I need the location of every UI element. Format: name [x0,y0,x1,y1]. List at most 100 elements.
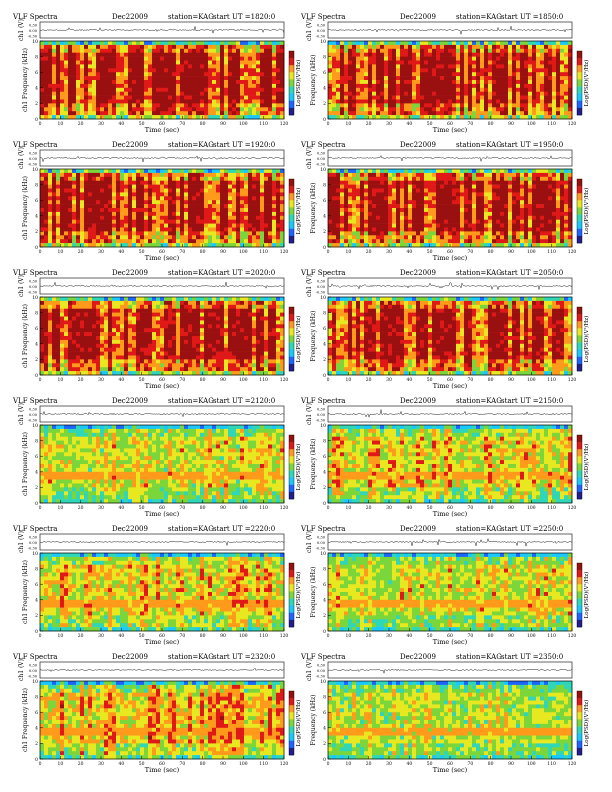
spectrogram-cell [40,211,45,217]
spectrogram-cell [536,239,541,244]
spectrogram-cell [492,243,497,248]
spectrogram-cell [528,176,533,181]
spectrogram-cell [68,184,73,189]
spectrogram-cell [508,231,513,236]
spectrogram-cell [388,231,393,236]
spectrogram-cell [172,215,177,220]
spectrogram-cell [416,95,421,100]
spectrogram-cell [136,111,141,116]
spectrogram-cell [396,76,401,81]
spectrogram-cell [48,76,53,81]
spectrogram-cell [48,64,53,69]
spectrogram-cell [184,176,189,181]
spectrogram-cell [412,227,417,232]
spectrogram-cell [132,169,137,174]
spectrogram-cell [52,111,57,116]
spectrogram-cell [272,223,277,228]
spectrogram-cell [84,192,89,197]
spectrogram-cell [508,41,513,46]
spectrogram-cell [412,107,417,112]
colorbar-label: Log(PSD)(V²/Hz) [583,60,590,107]
spectrogram-cell [56,95,61,100]
amplitude-trace-frame [39,149,285,167]
spectrogram-cell [208,188,213,193]
spectrogram-cell [424,215,429,220]
spectrogram-cell [56,188,61,193]
spectrogram-cell [276,44,281,50]
spectrogram-cell [528,95,533,100]
spectrogram-cell [416,115,421,120]
spectrogram-cell [100,91,105,96]
spectrogram-cell [400,68,405,73]
spectrogram-cell [92,184,97,189]
spectrogram-cell [244,196,249,201]
spectrogram-cell [548,72,553,77]
spectrogram-cell [484,103,489,108]
spectrogram-cell [228,115,233,120]
spectrogram-cell [464,87,469,92]
spectrogram-cell [40,208,45,213]
spectrogram-cell [420,111,425,116]
spectrogram-cell [148,41,153,46]
spectrogram-cell [436,48,441,53]
spectrogram-cell [272,169,277,174]
spectrogram-cell [552,68,557,73]
spectrogram-cell [396,219,401,224]
spectrogram-cell [116,80,121,85]
spectrogram-cell [336,176,341,181]
spectrogram-cell [352,239,357,244]
spectrogram-cell [464,188,469,193]
spectrogram-cell [388,192,393,197]
spectrogram-cell [212,41,217,46]
spectrogram-cell [280,56,285,61]
spectrogram-cell [84,64,89,69]
spectrogram-cell [248,83,253,89]
spectrogram-cell [548,208,553,213]
spectrogram-cell [96,235,101,240]
colorbar-segment [289,221,294,230]
spectrogram-cell [532,200,537,205]
spectrogram-cell [92,243,97,248]
spectrogram-cell [216,60,221,65]
spectrogram-cell [404,72,409,77]
spectrogram-cell [416,76,421,81]
spectrogram-cell [492,227,497,232]
spectrogram-cell [272,48,277,53]
spectrogram-cell [52,41,57,46]
spectrogram-cell [472,64,477,69]
spectrogram-cell [56,208,61,213]
spectrogram-cell [164,60,169,65]
spectrogram-cell [76,64,81,69]
spectrogram-cell [112,243,117,248]
spectrogram-cell [196,115,201,120]
spectrogram-cell [128,64,133,69]
spectrogram-cell [364,111,369,116]
spectrogram-cell [384,227,389,232]
spectrogram-cell [456,91,461,96]
spectrogram-cell [544,172,549,178]
spectrogram-cell [52,80,57,85]
spectrogram-cell [332,196,337,201]
spectrogram-cell [72,111,77,116]
spectrogram-cell [444,211,449,217]
spectrogram-cell [424,111,429,116]
spectrogram-cell [244,99,249,104]
spectrogram-cell [484,68,489,73]
spectrogram-cell [148,95,153,100]
spectrogram-cell [48,219,53,224]
spectrogram-cell [60,107,65,112]
spectrogram-cell [368,239,373,244]
spectrogram-cell [264,239,269,244]
spectrogram-cell [268,68,273,73]
spectrogram-cell [512,44,517,50]
spectrogram-cell [452,200,457,205]
spectrogram-cell [528,208,533,213]
spectrogram-cell [140,200,145,205]
spectrogram-cell [460,48,465,53]
spectrogram-cell [560,95,565,100]
spectrogram-cell [500,188,505,193]
spectrogram-cell [124,95,129,100]
spectrogram-cell [432,99,437,104]
spectrogram-cell [348,243,353,248]
spectrogram-cell [416,196,421,201]
